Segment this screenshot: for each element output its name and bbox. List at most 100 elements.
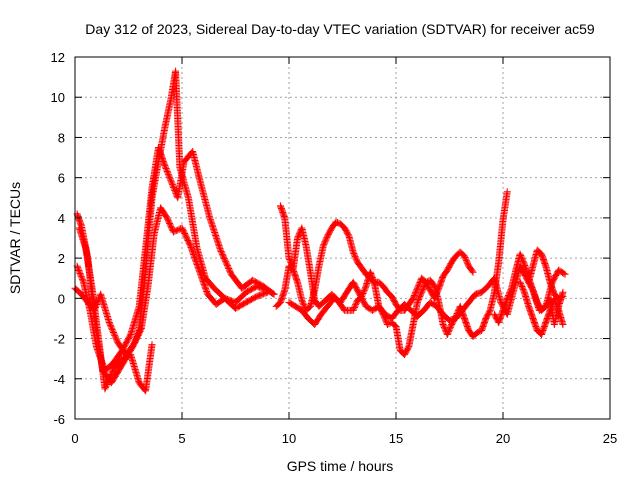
data-point-marker	[503, 188, 511, 196]
data-point-marker	[410, 293, 418, 301]
data-point-marker	[105, 318, 113, 326]
data-point-marker	[383, 320, 391, 328]
data-point-marker	[200, 279, 208, 287]
data-point-marker	[505, 291, 513, 299]
data-point-marker	[220, 253, 228, 261]
series-trace-b	[73, 144, 278, 375]
data-point-marker	[137, 326, 145, 334]
data-point-marker	[415, 295, 423, 303]
data-point-marker	[104, 378, 112, 386]
data-point-marker	[107, 370, 115, 378]
data-point-marker	[555, 294, 563, 302]
data-point-marker	[519, 285, 527, 293]
data-point-marker	[350, 305, 358, 313]
data-point-marker	[108, 369, 116, 377]
data-point-marker	[519, 257, 527, 265]
data-point-marker	[192, 258, 200, 266]
data-point-marker	[200, 280, 208, 288]
data-point-marker	[468, 267, 476, 275]
data-point-marker	[431, 293, 439, 301]
data-point-marker	[352, 255, 360, 263]
data-point-marker	[264, 288, 272, 296]
data-point-marker	[193, 259, 201, 267]
data-point-marker	[166, 175, 174, 183]
data-point-marker	[322, 236, 330, 244]
data-point-marker	[113, 336, 121, 344]
data-point-marker	[351, 252, 359, 260]
data-point-marker	[320, 239, 328, 247]
data-point-marker	[463, 258, 471, 266]
data-point-marker	[188, 245, 196, 253]
data-point-marker	[222, 257, 230, 265]
series-trace-d	[75, 224, 156, 395]
data-point-marker	[189, 249, 197, 257]
data-point-marker	[161, 163, 169, 171]
data-point-marker	[440, 323, 448, 331]
y-tick-label: 6	[58, 171, 65, 186]
data-point-marker	[190, 252, 198, 260]
axis-ticks: 0 5 10 15 20 25 -6 -4 -2 0 2 4 6 8 10 12	[51, 50, 618, 446]
x-tick-label: 0	[71, 431, 78, 446]
data-point-marker	[445, 326, 453, 334]
data-point-marker	[111, 333, 119, 341]
data-point-marker	[434, 287, 442, 295]
data-point-marker	[170, 185, 178, 193]
data-point-marker	[414, 283, 422, 291]
y-axis-label: SDTVAR / TECUs	[7, 182, 23, 294]
plot-frame	[74, 56, 611, 420]
data-point-marker	[197, 270, 205, 278]
data-point-marker	[189, 248, 197, 256]
data-point-marker	[413, 284, 421, 292]
y-tick-label: 0	[58, 291, 65, 306]
data-point-marker	[300, 302, 308, 310]
data-point-marker	[224, 263, 232, 271]
data-point-marker	[196, 268, 204, 276]
data-point-marker	[418, 287, 426, 295]
data-point-marker	[201, 282, 209, 290]
data-point-marker	[349, 248, 357, 256]
data-point-marker	[225, 265, 233, 273]
data-point-marker	[415, 294, 423, 302]
y-tick-label: 2	[58, 251, 65, 266]
data-point-marker	[106, 372, 114, 380]
data-point-marker	[444, 329, 452, 337]
data-point-marker	[503, 294, 511, 302]
data-point-marker	[196, 269, 204, 277]
data-point-marker	[111, 331, 119, 339]
data-point-marker	[416, 293, 424, 301]
data-point-marker	[108, 324, 116, 332]
series-trace-i	[516, 278, 567, 339]
data-point-marker	[462, 256, 470, 264]
data-point-marker	[300, 301, 308, 309]
data-point-marker	[75, 268, 83, 276]
data-point-marker	[76, 269, 84, 277]
data-point-marker	[361, 285, 369, 293]
y-tick-label: -6	[53, 412, 65, 427]
data-point-marker	[350, 304, 358, 312]
data-point-marker	[201, 283, 209, 291]
data-point-marker	[106, 373, 114, 381]
data-point-marker	[172, 227, 180, 235]
data-point-marker	[416, 279, 424, 287]
data-point-marker	[101, 385, 109, 393]
data-point-marker	[352, 301, 360, 309]
data-point-marker	[517, 280, 525, 288]
data-point-marker	[473, 329, 481, 337]
data-point-marker	[191, 255, 199, 263]
data-point-marker	[195, 265, 203, 273]
data-point-marker	[561, 270, 569, 278]
data-point-marker	[321, 238, 329, 246]
data-point-marker	[557, 293, 565, 301]
series-trace-e	[276, 188, 511, 359]
data-point-marker	[197, 272, 205, 280]
data-point-marker	[105, 375, 113, 383]
data-point-marker	[415, 281, 423, 289]
data-point-marker	[439, 320, 447, 328]
data-point-marker	[440, 322, 448, 330]
data-point-marker	[166, 173, 174, 181]
data-point-marker	[352, 254, 360, 262]
data-point-marker	[219, 252, 227, 260]
data-point-marker	[504, 293, 512, 301]
